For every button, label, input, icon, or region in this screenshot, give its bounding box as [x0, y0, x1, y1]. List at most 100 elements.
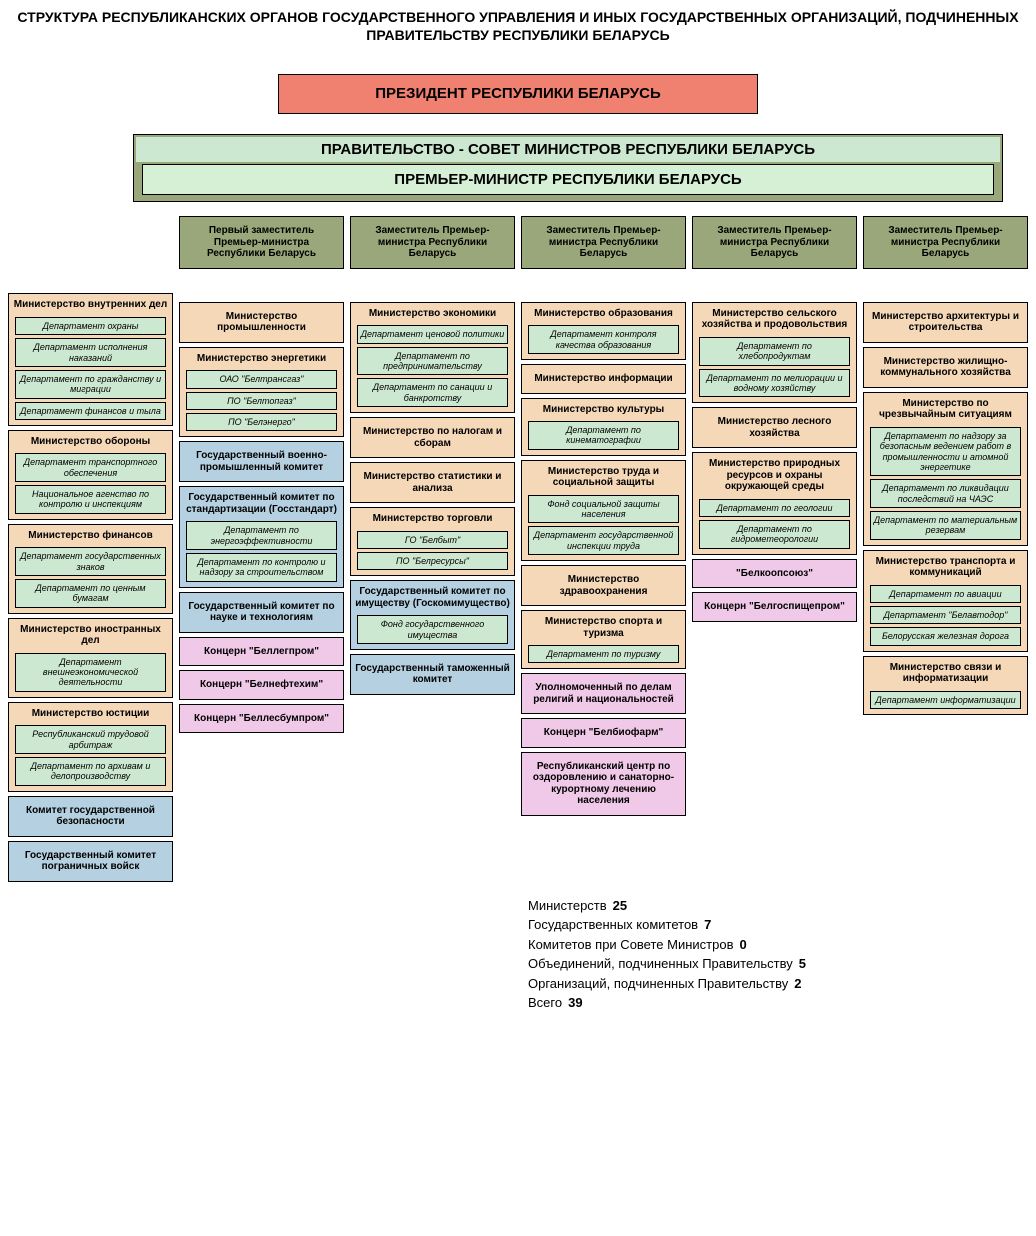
department-box: Департамент по гидрометеорологии — [699, 520, 850, 549]
org-box: Концерн "Беллесбумпром" — [179, 704, 344, 734]
org-box: Концерн "Белнефтехим" — [179, 670, 344, 700]
box-title: Государственный комитет по стандартизаци… — [182, 489, 341, 518]
department-box: Департамент по архивам и делопроизводств… — [15, 757, 166, 786]
department-box: ГО "Белбыт" — [357, 531, 508, 549]
department-box: Департамент охраны — [15, 317, 166, 335]
ministry-box: Министерство природных ресурсов и охраны… — [692, 452, 857, 555]
column-4: Заместитель Премьер-министра Республики … — [521, 212, 686, 820]
ministry-box: Министерство лесного хозяйства — [692, 407, 857, 448]
columns-container: Министерство внутренних дел Департамент о… — [8, 212, 1028, 885]
department-box: Департамент по геологии — [699, 499, 850, 517]
org-box: Концерн "Беллегпром" — [179, 637, 344, 667]
stats-value: 0 — [740, 937, 747, 952]
department-box: Национальное агенство по контролю и инсп… — [15, 485, 166, 514]
stats-row: Всего39 — [528, 993, 1028, 1013]
ministry-box: Министерство сельского хозяйства и продо… — [692, 302, 857, 403]
ministry-box: Министерство информации — [521, 364, 686, 394]
org-box: Концерн "Белгоспищепром" — [692, 592, 857, 622]
committee_w_depts-box: Государственный комитет по стандартизаци… — [179, 486, 344, 587]
department-box: Департамент государственных знаков — [15, 547, 166, 576]
stats-label: Организаций, подчиненных Правительству — [528, 976, 788, 991]
stats-label: Объединений, подчиненных Правительству — [528, 956, 793, 971]
ministry-box: Министерство промышленности — [179, 302, 344, 343]
ministry-box: Министерство по чрезвычайным ситуациямДе… — [863, 392, 1028, 546]
stats-row: Комитетов при Совете Министров 0 — [528, 935, 1028, 955]
box-title: Министерство культуры — [524, 401, 683, 419]
department-box: Фонд государственного имущества — [357, 615, 508, 644]
committee-box: Государственный таможенный комитет — [350, 654, 515, 695]
ministry-box: Министерство финансов Департамент государ… — [8, 524, 173, 614]
stats-row: Министерств25 — [528, 896, 1028, 916]
ministry-box: Министерство внутренних дел Департамент о… — [8, 293, 173, 426]
stats-value: 2 — [794, 976, 801, 991]
committee-box: Государственный комитет пограничных войс… — [8, 841, 173, 882]
column-2: Первый заместитель Премьер-министра Респ… — [179, 212, 344, 737]
department-box: Департамент по авиации — [870, 585, 1021, 603]
department-box: Департамент по ликвидации последствий на… — [870, 479, 1021, 508]
department-box: Департамент по кинематографии — [528, 421, 679, 450]
department-box: Департамент ценовой политики — [357, 325, 508, 343]
department-box: Департамент по энергоэффективности — [186, 521, 337, 550]
box-title: Министерство спорта и туризма — [524, 613, 683, 642]
deputy-header: Первый заместитель Премьер-министра Респ… — [179, 216, 344, 269]
ministry-box: Министерство связи и информатизации Депар… — [863, 656, 1028, 715]
ministry-box: Министерство спорта и туризма Департамент… — [521, 610, 686, 669]
department-box: Департамент по гражданству и миграции — [15, 370, 166, 399]
department-box: Департамент по санации и банкротству — [357, 378, 508, 407]
ministry-box: Министерство архитектуры и строительства — [863, 302, 1028, 343]
ministry-box: Министерство транспорта и коммуникацийДе… — [863, 550, 1028, 652]
department-box: Департамент по материальным резервам — [870, 511, 1021, 540]
org-box: "Белкоопсоюз" — [692, 559, 857, 589]
department-box: ПО "Белресурсы" — [357, 552, 508, 570]
org-box: Уполномоченный по делам религий и национ… — [521, 673, 686, 714]
department-box: ОАО "Белтрансгаз" — [186, 370, 337, 388]
box-title: Министерство труда и социальной защиты — [524, 463, 683, 492]
department-box: Департамент контроля качества образовани… — [528, 325, 679, 354]
stats-label: Всего — [528, 995, 562, 1010]
deputy-header: Заместитель Премьер-министра Республики … — [521, 216, 686, 269]
committee-box: Комитет государственной безопасности — [8, 796, 173, 837]
box-title: Министерство сельского хозяйства и продо… — [695, 305, 854, 334]
ministry-box: Министерство труда и социальной защитыФо… — [521, 460, 686, 561]
stats-label: Комитетов при Совете Министров — [528, 937, 734, 952]
box-title: Министерство финансов — [11, 527, 170, 545]
ministry-box: Министерство экономикиДепартамент ценово… — [350, 302, 515, 413]
column-5: Заместитель Премьер-министра Республики … — [692, 212, 857, 625]
ministry-box: Министерство культуры Департамент по кине… — [521, 398, 686, 456]
department-box: Департамент по контролю и надзору за стр… — [186, 553, 337, 582]
ministry-box: Министерство по налогам и сборам — [350, 417, 515, 458]
box-title: Министерство торговли — [353, 510, 512, 528]
box-title: Министерство иностранных дел — [11, 621, 170, 650]
org-box: Республиканский центр по оздоровлению и … — [521, 752, 686, 816]
box-title: Государственный комитет по имуществу (Го… — [353, 583, 512, 612]
department-box: Департамент по ценным бумагам — [15, 579, 166, 608]
box-title: Министерство образования — [524, 305, 683, 323]
stats-label: Государственных комитетов — [528, 917, 698, 932]
stats-value: 7 — [704, 917, 711, 932]
president-box: ПРЕЗИДЕНТ РЕСПУБЛИКИ БЕЛАРУСЬ — [278, 74, 758, 114]
org-box: Концерн "Белбиофарм" — [521, 718, 686, 748]
government-header: ПРАВИТЕЛЬСТВО - СОВЕТ МИНИСТРОВ РЕСПУБЛИ… — [136, 137, 1000, 162]
stats-row: Организаций, подчиненных Правительству 2 — [528, 974, 1028, 994]
department-box: Департамент информатизации — [870, 691, 1021, 709]
box-title: Министерство энергетики — [182, 350, 341, 368]
department-box: Департамент транспортного обеспечения — [15, 453, 166, 482]
stats-row: Объединений, подчиненных Правительству5 — [528, 954, 1028, 974]
box-title: Министерство связи и информатизации — [866, 659, 1025, 688]
page-title: СТРУКТУРА РЕСПУБЛИКАНСКИХ ОРГАНОВ ГОСУДА… — [8, 8, 1028, 44]
department-box: Департамент по надзору за безопасным вед… — [870, 427, 1021, 476]
ministry-box: Министерство юстицииРеспубликанский труд… — [8, 702, 173, 792]
department-box: Департамент по мелиорации и водному хозя… — [699, 369, 850, 398]
department-box: Департамент по предпринимательству — [357, 347, 508, 376]
department-box: Белорусская железная дорога — [870, 627, 1021, 645]
stats-value: 25 — [613, 898, 627, 913]
ministry-box: Министерство здравоохранения — [521, 565, 686, 606]
box-title: Министерство юстиции — [11, 705, 170, 723]
department-box: ПО "Белтопгаз" — [186, 392, 337, 410]
department-box: Департамент внешнеэкономической деятельн… — [15, 653, 166, 692]
department-box: Департамент по туризму — [528, 645, 679, 663]
box-title: Министерство внутренних дел — [11, 296, 170, 314]
column-3: Заместитель Премьер-министра Республики … — [350, 212, 515, 699]
box-title: Министерство обороны — [11, 433, 170, 451]
government-box: ПРАВИТЕЛЬСТВО - СОВЕТ МИНИСТРОВ РЕСПУБЛИ… — [133, 134, 1003, 202]
